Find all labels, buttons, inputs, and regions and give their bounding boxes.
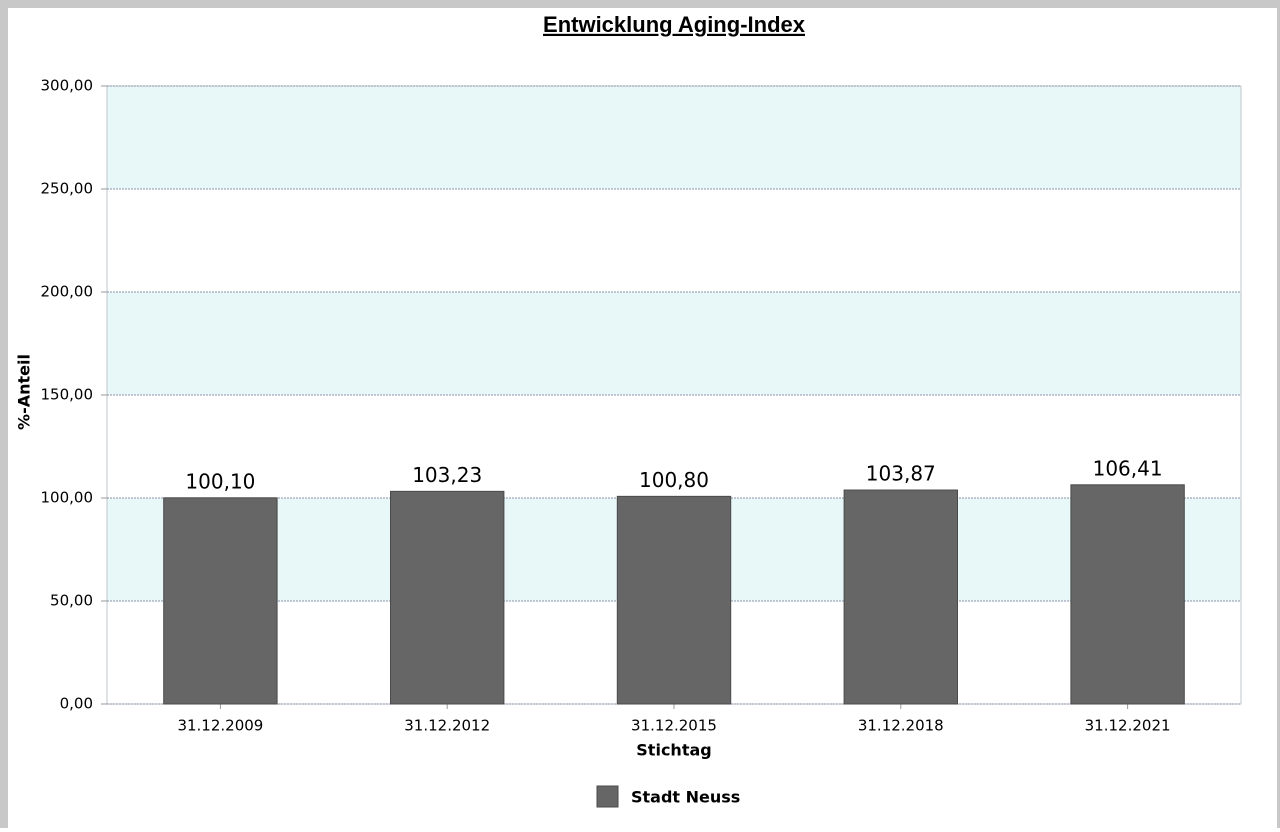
data-label: 103,87 <box>866 462 936 486</box>
data-label: 100,10 <box>185 469 255 493</box>
y-tick-label: 100,00 <box>41 489 94 507</box>
y-tick-label: 300,00 <box>41 77 94 95</box>
x-tick-label: 31.12.2015 <box>631 717 717 735</box>
x-tick-label: 31.12.2021 <box>1085 717 1171 735</box>
bar <box>843 489 958 705</box>
bar <box>1070 484 1185 705</box>
legend-swatch <box>596 785 619 808</box>
data-label: 106,41 <box>1093 456 1163 480</box>
y-tick-label: 50,00 <box>50 592 93 610</box>
window-frame-top <box>0 0 1280 8</box>
y-axis-label: %-Anteil <box>15 354 34 430</box>
y-tick-label: 200,00 <box>41 283 94 301</box>
bar <box>616 495 732 705</box>
x-tick-label: 31.12.2012 <box>404 717 490 735</box>
data-label: 100,80 <box>639 468 709 492</box>
chart-title: Entwicklung Aging-Index <box>543 12 806 37</box>
y-tick-label: 0,00 <box>60 695 93 713</box>
bar <box>390 490 505 705</box>
x-axis-label: Stichtag <box>636 741 711 760</box>
data-label: 103,23 <box>412 463 482 487</box>
y-tick-label: 250,00 <box>41 180 94 198</box>
bar <box>163 497 278 705</box>
x-tick-label: 31.12.2018 <box>858 717 944 735</box>
window-frame-right <box>1277 0 1280 828</box>
legend-label: Stadt Neuss <box>631 788 740 807</box>
band-stripe <box>107 292 1241 395</box>
y-tick-label: 150,00 <box>41 386 94 404</box>
band-stripe <box>107 86 1241 189</box>
x-tick-label: 31.12.2009 <box>177 717 263 735</box>
window-frame-left <box>0 0 8 828</box>
